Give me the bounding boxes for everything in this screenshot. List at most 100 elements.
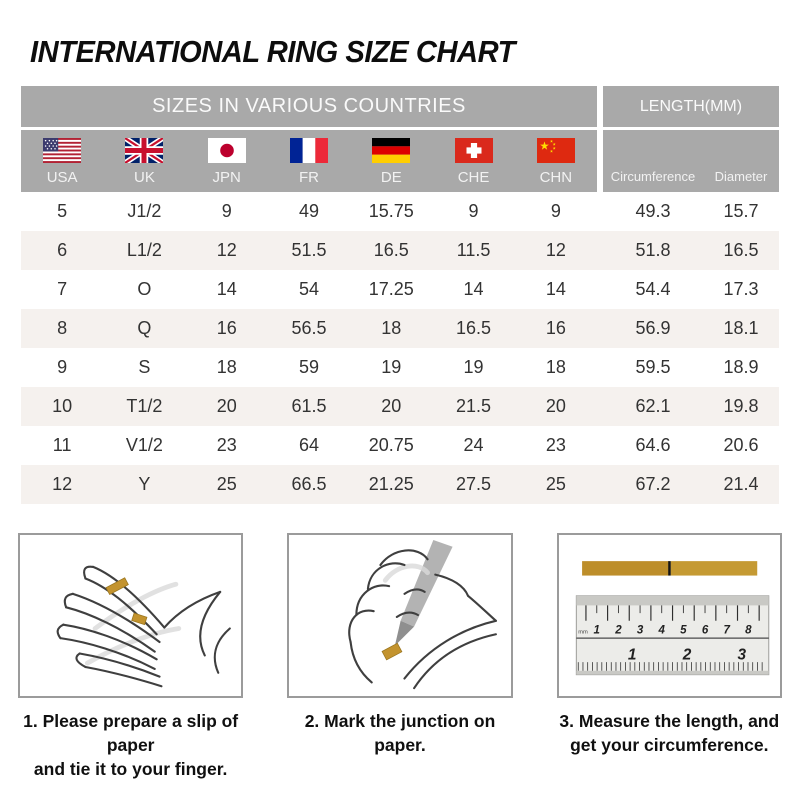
flag-usa-icon: [43, 138, 82, 163]
table-cell: 20.75: [368, 435, 414, 455]
table-cell: 59.5: [635, 357, 671, 377]
ruler-cm-number: 5: [680, 624, 687, 636]
table-cell: 11: [52, 435, 72, 455]
table-cell: 23: [216, 435, 237, 455]
table-cell: 14: [463, 279, 484, 299]
table-cell: 8: [57, 318, 68, 338]
junction-mark: [667, 561, 671, 576]
ring-size-table: SIZES IN VARIOUS COUNTRIES LENGTH(MM): [21, 86, 779, 504]
table-cell: 5: [57, 201, 68, 221]
table-cell: 20.6: [723, 435, 759, 455]
circumference-column-header: Circumference: [602, 130, 703, 192]
flag-japan-icon: [207, 138, 246, 163]
measuring-steps: 1. Please prepare a slip of paper and ti…: [18, 533, 782, 781]
table-cell: 59: [298, 357, 319, 377]
ruler-cm-number: 1: [593, 624, 599, 636]
countries-group-header: SIZES IN VARIOUS COUNTRIES: [21, 86, 597, 127]
step-3-caption: 3. Measure the length, and get your circ…: [559, 711, 780, 756]
table-cell: 16: [216, 318, 237, 338]
step-1-illustration-box: [18, 533, 244, 698]
table-cell: 51.8: [635, 240, 671, 260]
table-cell: 27.5: [456, 474, 492, 494]
table-cell: 20: [545, 396, 566, 416]
table-cell: 18: [381, 318, 402, 338]
column-header-che: CHE: [432, 130, 515, 192]
step-2: 2. Mark the junction on paper.: [287, 533, 513, 781]
column-header-chn: CHN: [514, 130, 597, 192]
table-cell: 25: [545, 474, 566, 494]
table-cell: 49: [298, 201, 319, 221]
table-cell: 64: [298, 435, 319, 455]
column-header-uk: UK: [103, 130, 186, 192]
table-row: 12 Y 25 66.5 21.25 27.5 25 67.2 21.4: [21, 465, 779, 504]
column-header-usa: USA: [21, 130, 104, 192]
table-cell: 19: [381, 357, 402, 377]
ruler-cm-number: 8: [745, 624, 752, 636]
length-group-header: LENGTH(MM): [602, 86, 779, 127]
table-cell: 64.6: [635, 435, 671, 455]
flag-france-icon: [289, 138, 328, 163]
table-cell: 16: [545, 318, 566, 338]
table-cell: 12: [52, 474, 73, 494]
column-label: USA: [46, 169, 78, 186]
ruler-cm-number: 2: [614, 624, 622, 636]
svg-text:mm: mm: [578, 629, 588, 635]
table-cell: 20: [381, 396, 402, 416]
table-cell: T1/2: [126, 396, 163, 416]
table-row: 9 S 18 59 19 19 18 59.5 18.9: [21, 348, 779, 387]
table-cell: Y: [138, 474, 151, 494]
table-cell: O: [137, 279, 152, 299]
ruler-inch-number: 3: [737, 646, 746, 663]
table-cell: 14: [216, 279, 237, 299]
column-label: UK: [134, 169, 155, 186]
page: INTERNATIONAL RING SIZE CHART SIZES IN V…: [0, 34, 800, 781]
table-cell: 9: [550, 201, 561, 221]
flag-germany-icon: [372, 138, 411, 163]
table-cell: 61.5: [291, 396, 327, 416]
table-cell: 24: [463, 435, 484, 455]
column-label: CHE: [457, 169, 490, 186]
column-label: FR: [298, 169, 319, 186]
ruler-cm-number: 6: [701, 624, 708, 636]
table-cell: 12: [216, 240, 237, 260]
ruler-inch-number: 1: [628, 646, 637, 663]
table-cell: 56.9: [635, 318, 671, 338]
table-cell: 15.75: [368, 201, 414, 221]
table-cell: 18: [216, 357, 237, 377]
column-header-de: DE: [350, 130, 433, 192]
table-cell: 14: [545, 279, 566, 299]
table-cell: 10: [52, 396, 73, 416]
table-cell: 18.9: [723, 357, 759, 377]
flag-uk-icon: [125, 138, 164, 163]
table-cell: L1/2: [126, 240, 162, 260]
paper-strip-left: [581, 561, 670, 576]
table-cell: S: [138, 357, 151, 377]
step-2-illustration-box: [287, 533, 513, 698]
ruler-cm-number: 4: [657, 624, 665, 636]
table-cell: 18.1: [723, 318, 759, 338]
table-header: SIZES IN VARIOUS COUNTRIES LENGTH(MM): [21, 86, 779, 192]
ruler-cm-number: 7: [723, 624, 730, 636]
table-cell: 12: [545, 240, 566, 260]
table-cell: 21.4: [723, 474, 759, 494]
table-cell: 9: [468, 201, 479, 221]
page-title: INTERNATIONAL RING SIZE CHART: [30, 34, 515, 69]
diameter-column-header: Diameter: [702, 130, 779, 192]
flag-switzerland-icon: [454, 138, 493, 163]
table-cell: 21.25: [368, 474, 414, 494]
table-cell: 16.5: [373, 240, 409, 260]
table-cell: 54: [298, 279, 319, 299]
table-row: 10 T1/2 20 61.5 20 21.5 20 62.1 19.8: [21, 387, 779, 426]
table-cell: 19.8: [723, 396, 759, 416]
table-cell: 9: [221, 201, 232, 221]
table-cell: 25: [216, 474, 237, 494]
column-header-jpn: JPN: [185, 130, 268, 192]
table-cell: 51.5: [291, 240, 327, 260]
table-cell: 11.5: [456, 240, 491, 260]
step-1: 1. Please prepare a slip of paper and ti…: [18, 533, 244, 781]
table-row: 7 O 14 54 17.25 14 14 54.4 17.3: [21, 270, 779, 309]
table-row: 6 L1/2 12 51.5 16.5 11.5 12 51.8 16.5: [21, 231, 779, 270]
table-cell: 62.1: [635, 396, 671, 416]
